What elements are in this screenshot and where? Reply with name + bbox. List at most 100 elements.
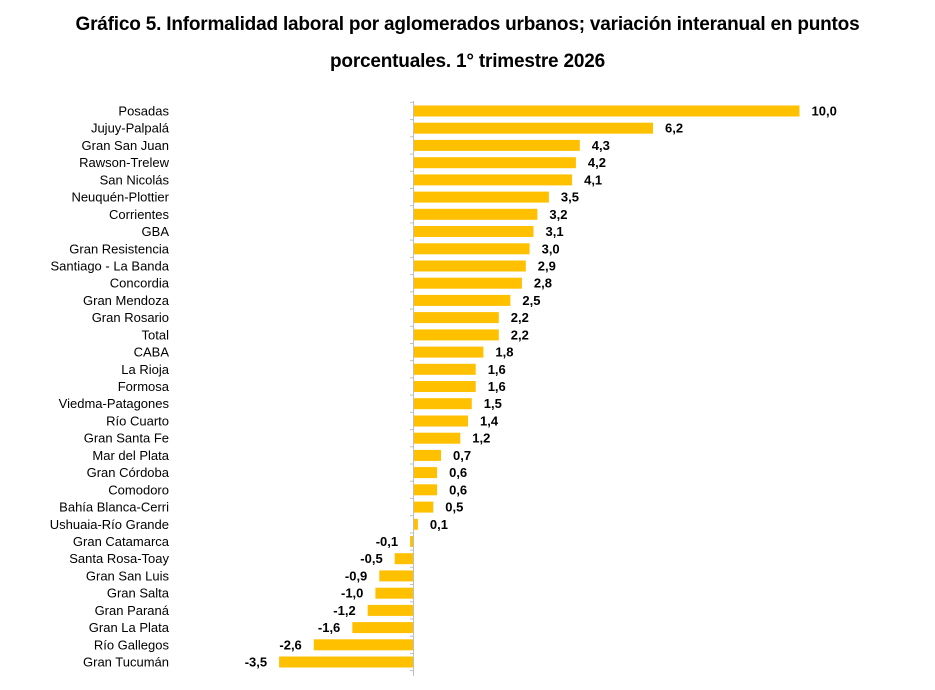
category-label: Santiago - La Banda <box>50 259 169 274</box>
category-label: Bahía Blanca-Cerri <box>59 500 169 515</box>
category-label: Gran Resistencia <box>69 241 169 256</box>
bar <box>414 501 434 513</box>
category-label: Formosa <box>118 379 170 394</box>
value-labels-group: 10,0 6,2 4,3 4,2 4,1 3,5 3,2 3,1 3,0 2,9 2,8 2,5 2,2… <box>245 104 837 670</box>
bar <box>414 139 580 151</box>
category-label: Gran La Plata <box>89 620 170 635</box>
category-label: Neuquén-Plottier <box>71 190 169 205</box>
bar <box>414 449 441 461</box>
value-label: 4,1 <box>584 172 602 187</box>
bar <box>414 294 511 306</box>
category-label: Posadas <box>118 104 169 119</box>
value-label: 2,8 <box>534 276 552 291</box>
value-label: 10,0 <box>812 104 837 119</box>
bar <box>414 381 476 392</box>
bar <box>410 536 414 547</box>
bar <box>414 122 653 134</box>
category-label: CABA <box>134 345 170 360</box>
bar <box>414 226 534 237</box>
value-label: 0,1 <box>430 517 448 532</box>
category-label: Gran Rosario <box>92 310 169 325</box>
value-label: 2,2 <box>511 310 529 325</box>
value-label: 2,5 <box>522 293 540 308</box>
value-label: 1,5 <box>484 396 502 411</box>
value-label: -0,1 <box>376 534 398 549</box>
category-label: Comodoro <box>108 482 169 497</box>
value-label: -1,0 <box>341 586 363 601</box>
bar <box>414 105 800 117</box>
value-label: 0,6 <box>449 482 467 497</box>
bar <box>414 484 438 496</box>
bar <box>414 157 576 169</box>
bar <box>414 432 461 444</box>
bar <box>414 363 476 375</box>
bar <box>414 260 526 272</box>
category-label: Gran Tucumán <box>83 655 169 670</box>
category-label: Gran San Juan <box>82 138 169 153</box>
bar <box>414 208 538 220</box>
category-label: Río Gallegos <box>94 637 170 652</box>
category-label: Gran Santa Fe <box>84 431 169 446</box>
bars-group <box>279 105 800 668</box>
bar <box>414 277 522 289</box>
category-label: Ushuaia-Río Grande <box>50 517 169 532</box>
bar <box>414 467 438 479</box>
value-label: 1,6 <box>488 362 506 377</box>
bar <box>279 656 414 668</box>
value-label: -1,2 <box>333 603 355 618</box>
chart-title-line-1: Gráfico 5. Informalidad laboral por aglo… <box>75 14 860 35</box>
category-label: Gran Salta <box>107 586 170 601</box>
category-label: San Nicolás <box>100 172 170 187</box>
bar <box>414 191 549 203</box>
category-label: Gran Córdoba <box>87 465 170 480</box>
category-label: Gran Catamarca <box>73 534 170 549</box>
value-label: -0,9 <box>345 568 367 583</box>
bar <box>375 587 414 599</box>
bar <box>367 604 414 616</box>
bar <box>352 622 414 634</box>
value-label: -1,6 <box>318 620 340 635</box>
category-labels-group: Posadas Jujuy-Palpalá Gran San Juan Rawson-… <box>50 104 170 670</box>
value-label: -0,5 <box>360 551 382 566</box>
bar <box>313 639 414 651</box>
category-label: Viedma-Patagones <box>59 396 170 411</box>
value-label: 2,9 <box>538 259 556 274</box>
bar <box>414 346 484 358</box>
category-label: Mar del Plata <box>92 448 169 463</box>
category-label: La Rioja <box>121 362 169 377</box>
axis-group <box>410 101 414 676</box>
category-label: Santa Rosa-Toay <box>69 551 169 566</box>
value-label: 1,6 <box>488 379 506 394</box>
category-label: Río Cuarto <box>106 414 169 429</box>
value-label: 3,0 <box>542 241 560 256</box>
bar <box>414 329 499 341</box>
category-label: Gran Mendoza <box>83 293 170 308</box>
bar <box>379 570 414 582</box>
chart-title-line-2: porcentuales. 1° trimestre 2026 <box>330 51 605 72</box>
value-label: 6,2 <box>665 121 683 136</box>
value-label: 4,3 <box>592 138 610 153</box>
value-label: 3,1 <box>546 224 564 239</box>
value-label: 0,5 <box>445 500 463 515</box>
category-label: Jujuy-Palpalá <box>91 121 170 136</box>
value-label: -3,5 <box>245 655 267 670</box>
value-label: 2,2 <box>511 327 529 342</box>
value-label: 3,2 <box>549 207 567 222</box>
category-label: GBA <box>142 224 170 239</box>
bar <box>414 398 472 410</box>
value-label: 1,4 <box>480 414 499 429</box>
value-label: 3,5 <box>561 190 579 205</box>
value-label: 0,6 <box>449 465 467 480</box>
category-label: Concordia <box>110 276 170 291</box>
value-label: -2,6 <box>279 637 301 652</box>
category-label: Gran San Luis <box>86 568 170 583</box>
bar <box>414 415 468 427</box>
category-label: Total <box>142 327 170 342</box>
category-label: Rawson-Trelew <box>79 155 169 170</box>
value-label: 4,2 <box>588 155 606 170</box>
category-label: Corrientes <box>109 207 169 222</box>
bar <box>414 312 499 324</box>
bar <box>414 243 530 255</box>
bar <box>394 553 414 565</box>
